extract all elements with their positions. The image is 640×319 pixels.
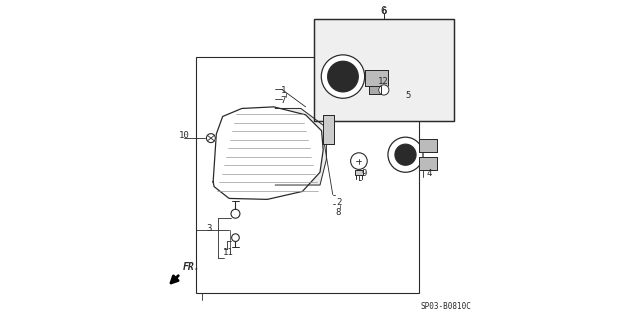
Bar (419, 157, 437, 170)
Circle shape (328, 61, 358, 92)
Text: 12: 12 (378, 77, 388, 86)
Polygon shape (213, 107, 323, 199)
Bar (314, 19, 454, 121)
Text: 1: 1 (280, 86, 286, 95)
Circle shape (232, 234, 239, 241)
Bar (365, 70, 388, 86)
Polygon shape (275, 108, 326, 185)
Bar (323, 115, 334, 144)
Bar (314, 19, 454, 121)
Text: 8: 8 (336, 208, 341, 217)
Bar (365, 70, 388, 86)
Circle shape (321, 55, 365, 98)
Text: 11: 11 (223, 248, 234, 256)
Text: 9: 9 (362, 169, 367, 178)
Circle shape (379, 85, 389, 95)
Bar (355, 170, 363, 175)
Bar (419, 139, 437, 152)
Circle shape (207, 134, 216, 143)
Text: 6: 6 (381, 5, 387, 16)
Text: 7: 7 (280, 96, 286, 105)
Text: 3: 3 (206, 224, 212, 233)
Bar (419, 157, 437, 170)
Text: 5: 5 (405, 91, 410, 100)
Bar (323, 115, 334, 144)
Text: FR.: FR. (183, 263, 200, 272)
Circle shape (231, 209, 240, 218)
Circle shape (328, 61, 358, 92)
Circle shape (395, 144, 416, 165)
Circle shape (395, 144, 416, 165)
Text: 4: 4 (426, 169, 432, 178)
Text: 6: 6 (381, 7, 387, 16)
Bar (369, 86, 381, 94)
Text: SP03-B0810C: SP03-B0810C (420, 302, 472, 311)
Text: 10: 10 (179, 131, 190, 140)
Bar (419, 139, 437, 152)
Circle shape (388, 137, 423, 172)
Bar (369, 86, 381, 94)
Text: 2: 2 (336, 198, 341, 207)
Circle shape (351, 153, 367, 169)
Bar (196, 57, 419, 293)
